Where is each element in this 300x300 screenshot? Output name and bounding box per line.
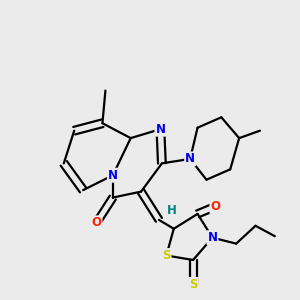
Text: S: S [162,249,171,262]
Text: H: H [167,204,177,218]
Text: N: N [108,169,118,182]
Text: N: N [207,231,218,244]
Text: N: N [185,152,195,165]
Text: O: O [92,216,101,229]
Text: N: N [155,123,165,136]
Text: O: O [210,200,220,213]
Text: S: S [189,278,197,291]
